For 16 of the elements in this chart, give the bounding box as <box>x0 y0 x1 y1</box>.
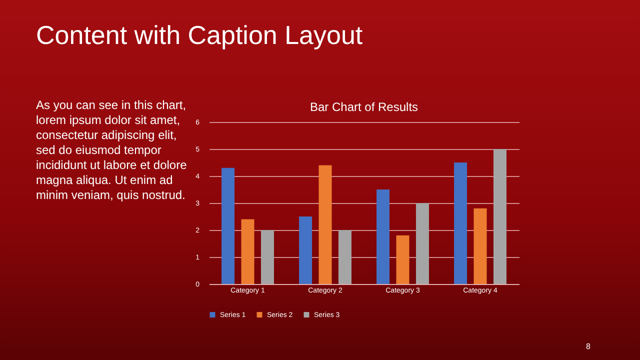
bar <box>396 235 410 284</box>
bar <box>493 149 506 284</box>
bar <box>376 190 390 284</box>
bar <box>474 208 487 284</box>
bar <box>260 230 274 284</box>
bar <box>454 162 468 284</box>
bar <box>416 203 429 284</box>
bar <box>338 230 352 284</box>
bar <box>318 165 332 284</box>
text: 8 <box>586 342 590 351</box>
bar <box>241 219 254 284</box>
text: As you can see in this chart, lorem ipsum dolor sit amet, consectetur adipiscing elit, sed do eiusmod tempor incididunt ut labore et dolore magna aliqua. Ut enim ad minim veniam, quis nostrud. <box>36 98 188 203</box>
chart-title: Bar Chart of Results <box>310 100 418 114</box>
bar <box>299 216 312 284</box>
text: Content with Caption Layout <box>36 20 363 51</box>
bar <box>222 168 235 284</box>
